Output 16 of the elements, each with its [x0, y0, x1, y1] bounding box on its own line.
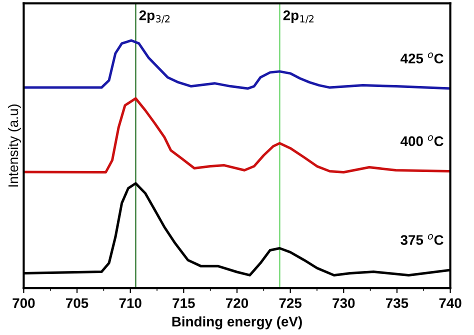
- y-axis-title: Intensity (a.u): [8, 104, 21, 187]
- series-label: 400 $^{o}$C: [400, 135, 444, 146]
- ref-line-label: 2p$_{1/2}$: [283, 10, 314, 24]
- x-tick-label: 720: [226, 298, 248, 308]
- x-axis-title: Binding energy (eV): [172, 316, 302, 330]
- x-tick-label: 730: [332, 298, 355, 308]
- x-tick-label: 725: [279, 298, 302, 308]
- x-tick-label: 710: [119, 298, 142, 308]
- series-label: 375 $^{o}$C: [400, 234, 444, 245]
- x-tick-label: 735: [386, 298, 408, 308]
- x-tick-label: 715: [172, 298, 195, 308]
- x-tick-label: 700: [12, 298, 35, 308]
- ref-line-label: 2p$_{3/2}$: [139, 10, 170, 24]
- x-tick-label: 740: [439, 298, 462, 308]
- series-label: 425 $^{o}$C: [400, 52, 444, 64]
- x-tick-label: 705: [66, 298, 88, 308]
